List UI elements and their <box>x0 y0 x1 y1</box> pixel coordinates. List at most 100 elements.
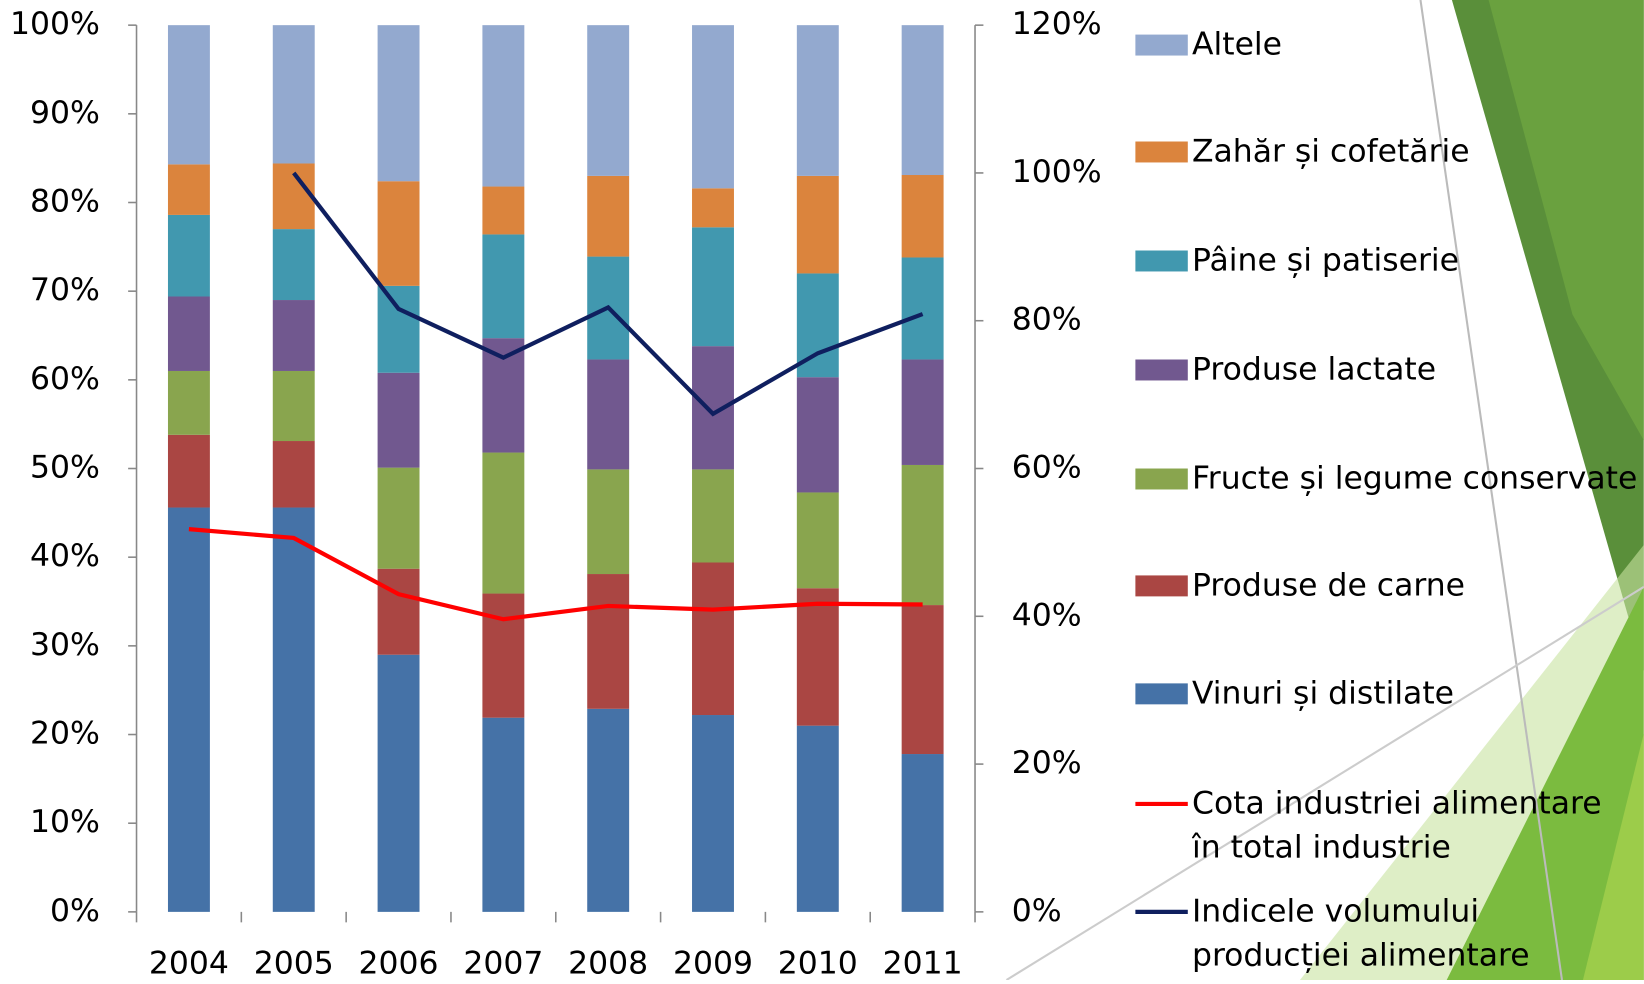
bar-segment <box>902 25 944 175</box>
legend-swatch <box>1135 251 1187 272</box>
bar-segment <box>482 25 524 186</box>
bar-segment <box>482 718 524 912</box>
chart: 0%10%20%30%40%50%60%70%80%90%100%0%20%40… <box>0 0 1644 980</box>
bar-segment <box>482 187 524 235</box>
bar-segment <box>692 227 734 346</box>
x-tick-label: 2006 <box>359 945 439 980</box>
legend-entry: Zahăr și cofetărie <box>1192 130 1637 224</box>
x-tick-label: 2007 <box>463 945 543 980</box>
bar-segment <box>587 709 629 912</box>
bar-segment <box>587 359 629 469</box>
bar-segment <box>902 754 944 912</box>
bar-segment <box>168 508 210 912</box>
legend-label: Altele <box>1192 23 1637 67</box>
y-tick-label: 50% <box>30 450 100 486</box>
y-tick-label: 20% <box>30 716 100 752</box>
bar-segment <box>378 468 420 569</box>
bar-segment <box>692 346 734 469</box>
bar-segment <box>482 594 524 718</box>
x-tick-label: 2004 <box>149 945 229 980</box>
bar-segment <box>902 465 944 605</box>
bar-segment <box>902 257 944 359</box>
bar-segment <box>587 469 629 574</box>
legend-label: Cota industriei alimentare în total indu… <box>1192 782 1637 870</box>
legend-swatch <box>1135 575 1187 596</box>
legend-label: Vinuri și distilate <box>1192 672 1637 716</box>
y-tick-label: 0% <box>50 893 100 929</box>
legend-entry: Indicele volumului producției alimentare… <box>1192 890 1637 980</box>
bar-segment <box>587 176 629 257</box>
bar-segment <box>482 338 524 452</box>
bar-segment <box>273 229 315 300</box>
bar-segment <box>378 655 420 912</box>
legend-swatch <box>1135 35 1187 56</box>
legend-swatch <box>1135 469 1187 490</box>
bar-segment <box>378 373 420 468</box>
y2-tick-label: 40% <box>1012 597 1082 633</box>
y2-tick-label: 80% <box>1012 302 1082 338</box>
legend-label: Zahăr și cofetărie <box>1192 130 1637 174</box>
y2-tick-label: 120% <box>1012 6 1102 42</box>
bar-segment <box>902 359 944 465</box>
y-tick-label: 100% <box>10 6 100 42</box>
legend-swatch <box>1135 141 1187 162</box>
legend-swatch <box>1135 683 1187 704</box>
legend-label: Indicele volumului producției alimentare… <box>1192 890 1637 980</box>
bar-segment <box>797 176 839 274</box>
legend-entry: Fructe și legume conservate <box>1192 457 1637 551</box>
bar-segment <box>273 508 315 912</box>
bar-segment <box>587 574 629 709</box>
y2-tick-label: 100% <box>1012 154 1102 190</box>
bar-segment <box>482 453 524 594</box>
bar-segment <box>797 588 839 725</box>
x-tick-label: 2011 <box>883 945 963 980</box>
legend-swatch <box>1135 360 1187 381</box>
legend-entry: Produse de carne <box>1192 564 1637 658</box>
bar-segment <box>168 164 210 215</box>
bar-segment <box>902 605 944 754</box>
page: {"chart_data":{"type":"bar", "categories… <box>0 0 1644 984</box>
y2-tick-label: 0% <box>1012 893 1062 929</box>
bar-segment <box>902 175 944 257</box>
y-tick-label: 90% <box>30 95 100 131</box>
y-tick-label: 40% <box>30 538 100 574</box>
y-tick-label: 70% <box>30 272 100 308</box>
bar-segment <box>168 215 210 297</box>
y-tick-label: 30% <box>30 627 100 663</box>
bar-segment <box>273 441 315 508</box>
bar-segment <box>692 469 734 562</box>
legend-label: Pâine și patiserie <box>1192 239 1637 283</box>
x-tick-label: 2008 <box>568 945 648 980</box>
legend-entry: Cota industriei alimentare în total indu… <box>1192 782 1637 876</box>
bar-segment <box>797 492 839 588</box>
bar-segment <box>692 188 734 227</box>
y2-tick-label: 20% <box>1012 745 1082 781</box>
legend-label: Fructe și legume conservate <box>1192 457 1637 501</box>
bar-segment <box>273 371 315 441</box>
legend-entry: Vinuri și distilate <box>1192 672 1637 766</box>
bar-segment <box>378 25 420 181</box>
bar-segment <box>168 296 210 370</box>
bar-segment <box>587 25 629 176</box>
x-tick-label: 2005 <box>254 945 334 980</box>
bar-segment <box>797 377 839 492</box>
legend-entry: Altele <box>1192 23 1637 117</box>
bar-segment <box>378 569 420 655</box>
bar-segment <box>273 25 315 163</box>
bar-segment <box>273 300 315 371</box>
bar-segment <box>168 435 210 508</box>
legend-entry: Produse lactate <box>1192 348 1637 442</box>
bar-segment <box>692 25 734 188</box>
bar-segment <box>797 726 839 912</box>
y2-tick-label: 60% <box>1012 450 1082 486</box>
y-tick-label: 60% <box>30 361 100 397</box>
bar-segment <box>692 715 734 912</box>
bar-segment <box>168 371 210 435</box>
legend-entry: Pâine și patiserie <box>1192 239 1637 333</box>
y-tick-label: 80% <box>30 183 100 219</box>
x-tick-label: 2010 <box>778 945 858 980</box>
x-tick-label: 2009 <box>673 945 753 980</box>
bar-segment <box>168 25 210 164</box>
bar-segment <box>692 563 734 716</box>
legend-label: Produse de carne <box>1192 564 1637 608</box>
